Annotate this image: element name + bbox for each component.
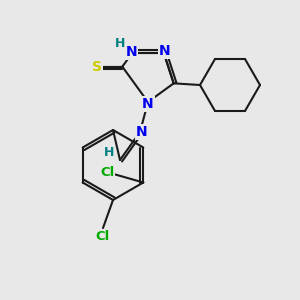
Text: Cl: Cl xyxy=(100,166,114,179)
Text: N: N xyxy=(159,44,171,58)
Text: Cl: Cl xyxy=(96,230,110,244)
Text: N: N xyxy=(125,45,137,59)
Text: H: H xyxy=(104,146,114,158)
Text: N: N xyxy=(142,97,154,111)
Text: N: N xyxy=(136,125,148,139)
Text: H: H xyxy=(115,37,125,50)
Text: S: S xyxy=(92,60,102,74)
